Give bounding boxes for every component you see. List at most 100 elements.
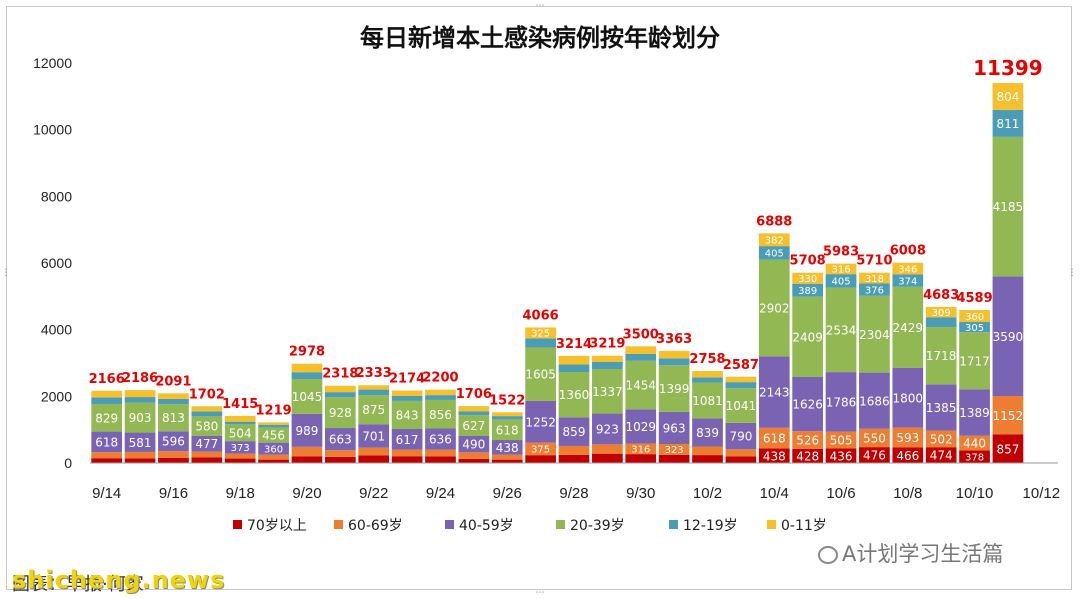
bar-segment	[425, 456, 456, 463]
bar-segment	[258, 422, 289, 425]
bar-segment	[191, 411, 223, 417]
segment-label: 1385	[926, 401, 957, 415]
bar-segment	[725, 382, 757, 389]
segment-label: 923	[596, 423, 619, 437]
bar-segment	[258, 459, 289, 463]
chart-title: 每日新增本土感染病例按年龄划分	[360, 24, 720, 52]
bar-segment	[158, 457, 189, 463]
bar-segment	[925, 384, 957, 431]
bar-segment	[358, 385, 390, 390]
bar-segment	[825, 274, 857, 288]
legend-label: 70岁以上	[247, 518, 307, 534]
total-label: 2186	[122, 371, 158, 386]
bar-segment	[959, 435, 990, 451]
legend-swatch	[233, 520, 242, 529]
segment-label: 701	[362, 429, 385, 443]
segment-label: 4185	[993, 200, 1024, 214]
resize-handle-left[interactable]: ⋮	[1, 268, 11, 278]
total-label: 4683	[923, 288, 959, 303]
bar-segment	[625, 443, 657, 455]
x-tick-label: 9/24	[426, 485, 455, 502]
bar-segment	[91, 431, 123, 453]
bar-segment	[625, 346, 657, 354]
bar-segment	[224, 415, 256, 422]
bar-segment	[391, 456, 423, 463]
total-label: 4589	[956, 291, 992, 306]
total-label: 2587	[723, 358, 759, 373]
bar-segment	[158, 393, 189, 399]
bar-segment	[825, 372, 857, 432]
segment-label: 477	[195, 437, 218, 451]
wechat-watermark-text: A计划学习生活篇	[842, 542, 1004, 566]
total-label: 2333	[356, 366, 392, 381]
legend-swatch	[445, 520, 454, 529]
bar-segment	[992, 434, 1024, 463]
resize-handle-top[interactable]: ⋯	[535, 1, 545, 11]
segment-label: 663	[329, 433, 352, 447]
bar-segment	[792, 377, 824, 432]
y-tick-label: 0	[64, 455, 72, 471]
segment-label: 1152	[993, 409, 1024, 423]
segment-label: 526	[796, 434, 819, 448]
bar-segment	[491, 459, 523, 463]
bar-segment	[291, 456, 323, 463]
segment-label: 1786	[826, 395, 857, 409]
total-label: 1702	[189, 387, 225, 402]
bar-segment	[625, 360, 657, 410]
bar-segment	[191, 451, 223, 458]
segment-label: 490	[462, 438, 485, 452]
bar-segment	[391, 396, 423, 401]
segment-label: 1045	[292, 390, 323, 404]
bar-segment	[391, 390, 423, 396]
x-tick-label: 9/22	[359, 485, 388, 502]
legend-label: 60-69岁	[348, 518, 403, 534]
bar-segment	[224, 458, 256, 463]
segment-label: 1717	[959, 354, 990, 368]
segment-label: 1389	[959, 406, 990, 420]
bar-segment	[625, 409, 657, 444]
bar-segment	[91, 452, 123, 459]
bar-segment	[892, 262, 924, 275]
x-tick-label: 9/16	[159, 485, 188, 502]
resize-handle-right[interactable]: ⋮	[1067, 268, 1077, 278]
bar-segment	[892, 427, 924, 448]
segment-label: 502	[930, 432, 953, 446]
bar-segment	[792, 283, 824, 297]
resize-handle-bottom[interactable]: ⋯	[535, 588, 545, 598]
bar-segment	[592, 362, 623, 369]
bar-segment	[525, 338, 556, 348]
x-tick-label: 9/30	[626, 485, 655, 502]
bar-segment	[91, 458, 123, 463]
bar-segment	[124, 397, 156, 403]
segment-label: 504	[229, 426, 252, 440]
segment-label: 989	[296, 424, 319, 438]
segment-label: 318	[865, 274, 884, 285]
segment-label: 1252	[525, 415, 556, 429]
bar-segment	[859, 272, 890, 284]
bar-segment	[592, 355, 623, 362]
y-tick-label: 12000	[33, 55, 72, 71]
bar-segment	[458, 458, 490, 463]
bar-segment	[191, 406, 223, 412]
segment-label: 360	[264, 444, 283, 455]
segment-label: 3590	[993, 330, 1024, 344]
bar-segment	[358, 455, 390, 463]
segment-label: 829	[95, 411, 118, 425]
bar-segment	[358, 424, 390, 448]
bar-segment	[224, 421, 256, 425]
x-tick-label: 10/10	[956, 485, 994, 502]
bar-segment	[558, 454, 590, 463]
bar-segment	[959, 322, 990, 333]
bar-segment	[324, 428, 356, 451]
x-tick-label: 9/20	[292, 485, 321, 502]
segment-label: 617	[396, 433, 419, 447]
bar-segment	[892, 286, 924, 368]
bar-segment	[859, 447, 890, 463]
bar-segment	[525, 442, 556, 456]
segment-label: 505	[830, 434, 853, 448]
segment-label: 376	[865, 285, 884, 296]
bar-segment	[758, 246, 790, 260]
bar-segment	[124, 390, 156, 398]
legend-swatch	[669, 520, 678, 529]
bar-segment	[425, 428, 456, 450]
